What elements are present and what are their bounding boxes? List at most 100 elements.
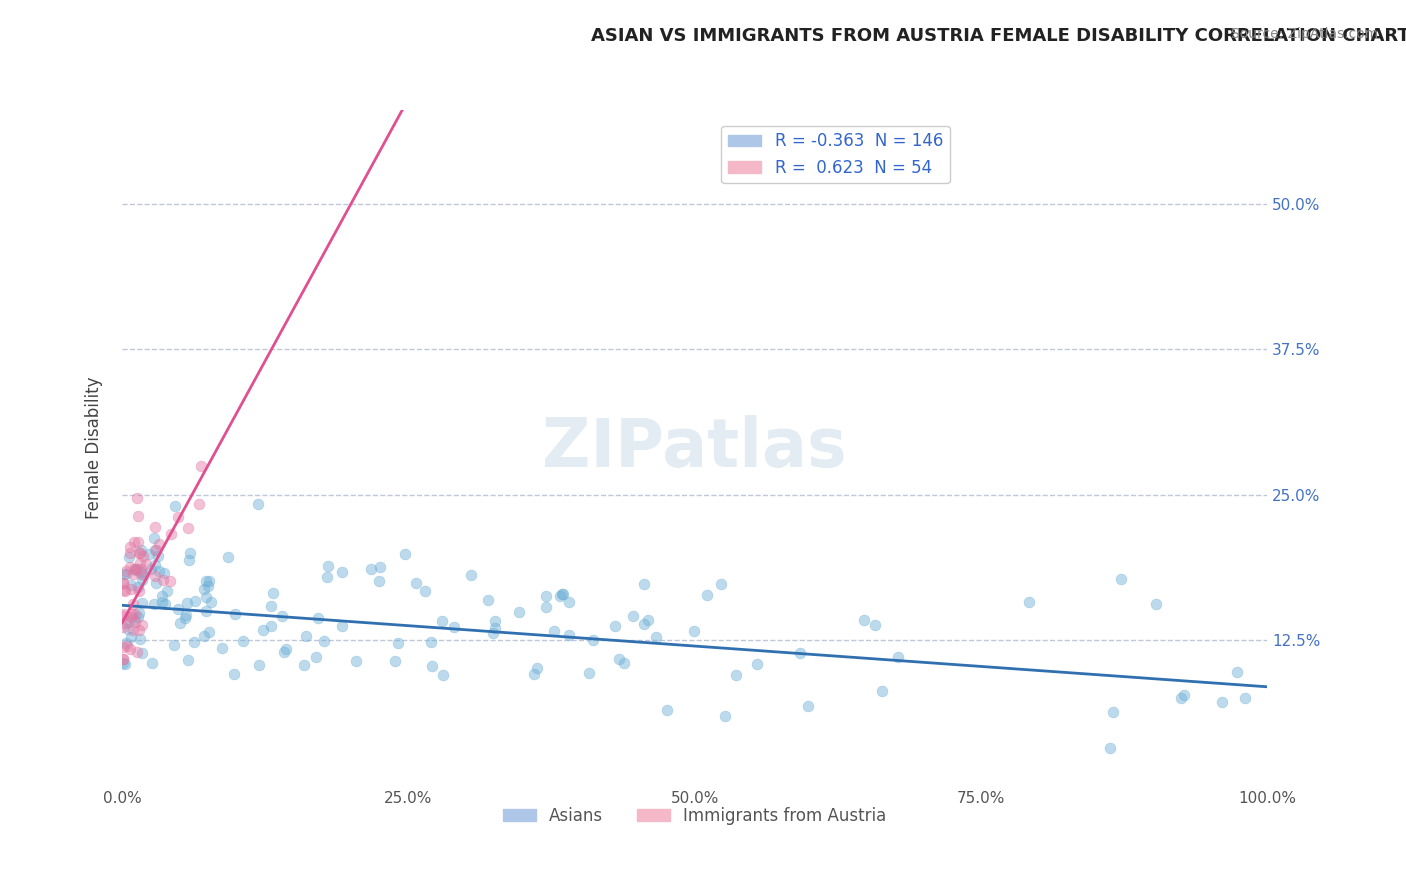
Point <box>166 602 188 616</box>
Point <box>148 564 170 578</box>
Point <box>1098 741 1121 756</box>
Point <box>112 575 135 590</box>
Point <box>129 543 152 558</box>
Point <box>578 666 600 681</box>
Point <box>143 558 166 573</box>
Point <box>114 616 136 631</box>
Point <box>141 657 163 671</box>
Point <box>120 546 142 560</box>
Point <box>127 534 149 549</box>
Point <box>797 698 820 713</box>
Point <box>128 556 150 570</box>
Point <box>633 577 655 591</box>
Point <box>176 596 198 610</box>
Point <box>145 569 167 583</box>
Point <box>224 607 246 621</box>
Point <box>177 521 200 535</box>
Point <box>387 635 409 649</box>
Point <box>145 575 167 590</box>
Point <box>246 496 269 510</box>
Point <box>114 564 136 578</box>
Point <box>330 619 353 633</box>
Legend: Asians, Immigrants from Austria: Asians, Immigrants from Austria <box>496 800 893 831</box>
Point <box>262 586 284 600</box>
Text: Source: ZipAtlas.com: Source: ZipAtlas.com <box>1230 27 1378 41</box>
Point <box>125 645 148 659</box>
Point <box>122 623 145 637</box>
Point <box>128 623 150 637</box>
Point <box>127 610 149 624</box>
Point <box>131 596 153 610</box>
Point <box>127 491 149 505</box>
Point <box>413 584 436 599</box>
Point <box>384 654 406 668</box>
Point <box>305 649 328 664</box>
Point <box>853 613 876 627</box>
Point <box>432 668 454 682</box>
Point <box>870 683 893 698</box>
Point <box>1018 595 1040 609</box>
Point <box>112 575 135 590</box>
Point <box>179 546 201 560</box>
Point <box>344 654 367 668</box>
Point <box>484 621 506 635</box>
Point <box>274 641 297 656</box>
Point <box>120 630 142 644</box>
Point <box>315 570 337 584</box>
Point <box>1226 665 1249 679</box>
Point <box>124 607 146 621</box>
Point <box>112 607 135 621</box>
Text: ZIPatlas: ZIPatlas <box>543 415 846 481</box>
Point <box>194 574 217 589</box>
Point <box>477 592 499 607</box>
Point <box>484 615 506 629</box>
Point <box>122 612 145 626</box>
Point <box>143 543 166 558</box>
Point <box>129 632 152 647</box>
Point <box>112 640 135 654</box>
Point <box>605 619 627 633</box>
Point <box>194 604 217 618</box>
Point <box>118 560 141 574</box>
Point <box>1170 690 1192 705</box>
Point <box>125 564 148 578</box>
Point <box>460 567 482 582</box>
Point <box>117 615 139 629</box>
Point <box>508 605 530 619</box>
Point <box>120 642 142 657</box>
Point <box>120 582 142 596</box>
Point <box>153 597 176 611</box>
Point <box>118 549 141 564</box>
Point <box>112 620 135 634</box>
Point <box>292 658 315 673</box>
Point <box>148 536 170 550</box>
Point <box>132 568 155 582</box>
Point <box>127 580 149 594</box>
Point <box>121 567 143 582</box>
Point <box>526 661 548 675</box>
Point <box>645 630 668 644</box>
Point <box>142 598 165 612</box>
Point <box>115 639 138 653</box>
Point <box>173 611 195 625</box>
Point <box>112 582 135 597</box>
Point <box>657 703 679 717</box>
Point <box>747 657 769 672</box>
Point <box>187 497 209 511</box>
Point <box>217 550 239 565</box>
Point <box>211 640 233 655</box>
Point <box>122 535 145 549</box>
Point <box>159 527 181 541</box>
Point <box>633 617 655 632</box>
Point <box>430 614 453 628</box>
Point <box>558 628 581 642</box>
Point <box>129 562 152 576</box>
Point <box>551 587 574 601</box>
Point <box>1211 695 1233 709</box>
Point <box>360 562 382 576</box>
Point <box>368 574 391 588</box>
Point <box>197 624 219 639</box>
Point <box>152 595 174 609</box>
Point <box>1102 705 1125 719</box>
Point <box>190 459 212 474</box>
